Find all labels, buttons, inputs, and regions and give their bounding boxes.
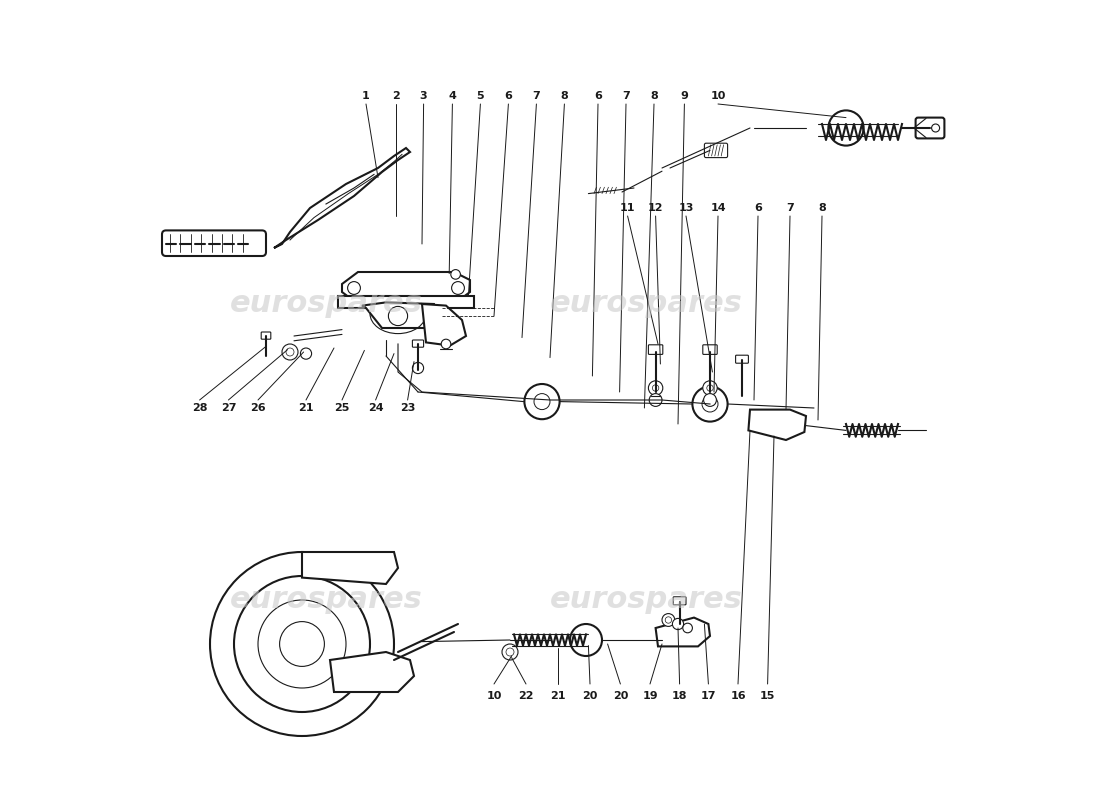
Text: 21: 21 bbox=[298, 403, 314, 413]
Polygon shape bbox=[656, 618, 710, 646]
Circle shape bbox=[534, 394, 550, 410]
Circle shape bbox=[412, 362, 424, 374]
FancyBboxPatch shape bbox=[261, 332, 271, 339]
Circle shape bbox=[502, 644, 518, 660]
Circle shape bbox=[234, 576, 370, 712]
Text: eurospares: eurospares bbox=[550, 586, 742, 614]
Circle shape bbox=[649, 394, 662, 406]
Text: 10: 10 bbox=[486, 691, 502, 701]
FancyBboxPatch shape bbox=[915, 118, 945, 138]
Text: 2: 2 bbox=[392, 91, 399, 101]
Polygon shape bbox=[338, 296, 474, 308]
Circle shape bbox=[300, 348, 311, 359]
Text: 22: 22 bbox=[518, 691, 534, 701]
Text: 7: 7 bbox=[786, 203, 794, 213]
Text: 17: 17 bbox=[701, 691, 716, 701]
Circle shape bbox=[703, 381, 717, 395]
Polygon shape bbox=[330, 652, 414, 692]
Circle shape bbox=[451, 270, 461, 279]
Circle shape bbox=[286, 348, 294, 356]
Text: 14: 14 bbox=[711, 203, 726, 213]
Circle shape bbox=[506, 648, 514, 656]
Text: 6: 6 bbox=[505, 91, 513, 101]
Text: 24: 24 bbox=[367, 403, 384, 413]
Polygon shape bbox=[362, 302, 438, 328]
Text: 8: 8 bbox=[818, 203, 826, 213]
Circle shape bbox=[683, 623, 692, 633]
Circle shape bbox=[279, 622, 324, 666]
FancyBboxPatch shape bbox=[704, 143, 727, 158]
Text: 11: 11 bbox=[619, 203, 636, 213]
Text: 21: 21 bbox=[550, 691, 565, 701]
Circle shape bbox=[662, 614, 674, 626]
Circle shape bbox=[210, 552, 394, 736]
Circle shape bbox=[672, 618, 683, 630]
Circle shape bbox=[452, 282, 464, 294]
Text: 8: 8 bbox=[650, 91, 658, 101]
Text: 16: 16 bbox=[730, 691, 746, 701]
Text: eurospares: eurospares bbox=[230, 586, 422, 614]
Text: 1: 1 bbox=[362, 91, 370, 101]
Text: 18: 18 bbox=[672, 691, 688, 701]
Circle shape bbox=[692, 386, 727, 422]
FancyBboxPatch shape bbox=[648, 345, 663, 354]
Text: 4: 4 bbox=[449, 91, 456, 101]
FancyBboxPatch shape bbox=[736, 355, 748, 363]
FancyBboxPatch shape bbox=[703, 345, 717, 354]
Circle shape bbox=[525, 384, 560, 419]
Text: 25: 25 bbox=[334, 403, 350, 413]
Circle shape bbox=[258, 600, 346, 688]
Text: 7: 7 bbox=[532, 91, 540, 101]
Text: 26: 26 bbox=[250, 403, 266, 413]
Text: 13: 13 bbox=[679, 203, 694, 213]
Text: eurospares: eurospares bbox=[230, 290, 422, 318]
Polygon shape bbox=[422, 304, 466, 346]
Text: 6: 6 bbox=[755, 203, 762, 213]
Circle shape bbox=[570, 624, 602, 656]
Circle shape bbox=[828, 110, 864, 146]
Polygon shape bbox=[342, 272, 470, 304]
Circle shape bbox=[702, 396, 718, 412]
Text: 9: 9 bbox=[681, 91, 689, 101]
Circle shape bbox=[666, 617, 672, 623]
Text: eurospares: eurospares bbox=[550, 290, 742, 318]
Text: 28: 28 bbox=[191, 403, 207, 413]
Text: 20: 20 bbox=[613, 691, 628, 701]
Polygon shape bbox=[748, 410, 806, 440]
FancyBboxPatch shape bbox=[673, 597, 686, 605]
Polygon shape bbox=[302, 552, 398, 584]
Text: 20: 20 bbox=[582, 691, 597, 701]
Circle shape bbox=[652, 385, 659, 391]
Circle shape bbox=[648, 381, 663, 395]
Text: 27: 27 bbox=[221, 403, 236, 413]
Text: 10: 10 bbox=[711, 91, 726, 101]
Text: 15: 15 bbox=[760, 691, 775, 701]
Circle shape bbox=[282, 344, 298, 360]
Circle shape bbox=[932, 124, 939, 132]
Circle shape bbox=[441, 339, 451, 349]
Text: 19: 19 bbox=[642, 691, 658, 701]
Text: 6: 6 bbox=[594, 91, 602, 101]
Text: 5: 5 bbox=[476, 91, 484, 101]
Text: 3: 3 bbox=[420, 91, 428, 101]
FancyBboxPatch shape bbox=[162, 230, 266, 256]
Text: 12: 12 bbox=[648, 203, 663, 213]
Text: 7: 7 bbox=[623, 91, 630, 101]
Text: 23: 23 bbox=[400, 403, 416, 413]
Text: 8: 8 bbox=[561, 91, 569, 101]
Circle shape bbox=[707, 385, 713, 391]
Polygon shape bbox=[274, 148, 410, 248]
Circle shape bbox=[388, 306, 408, 326]
Circle shape bbox=[348, 282, 361, 294]
Circle shape bbox=[704, 394, 716, 406]
FancyBboxPatch shape bbox=[412, 340, 424, 347]
